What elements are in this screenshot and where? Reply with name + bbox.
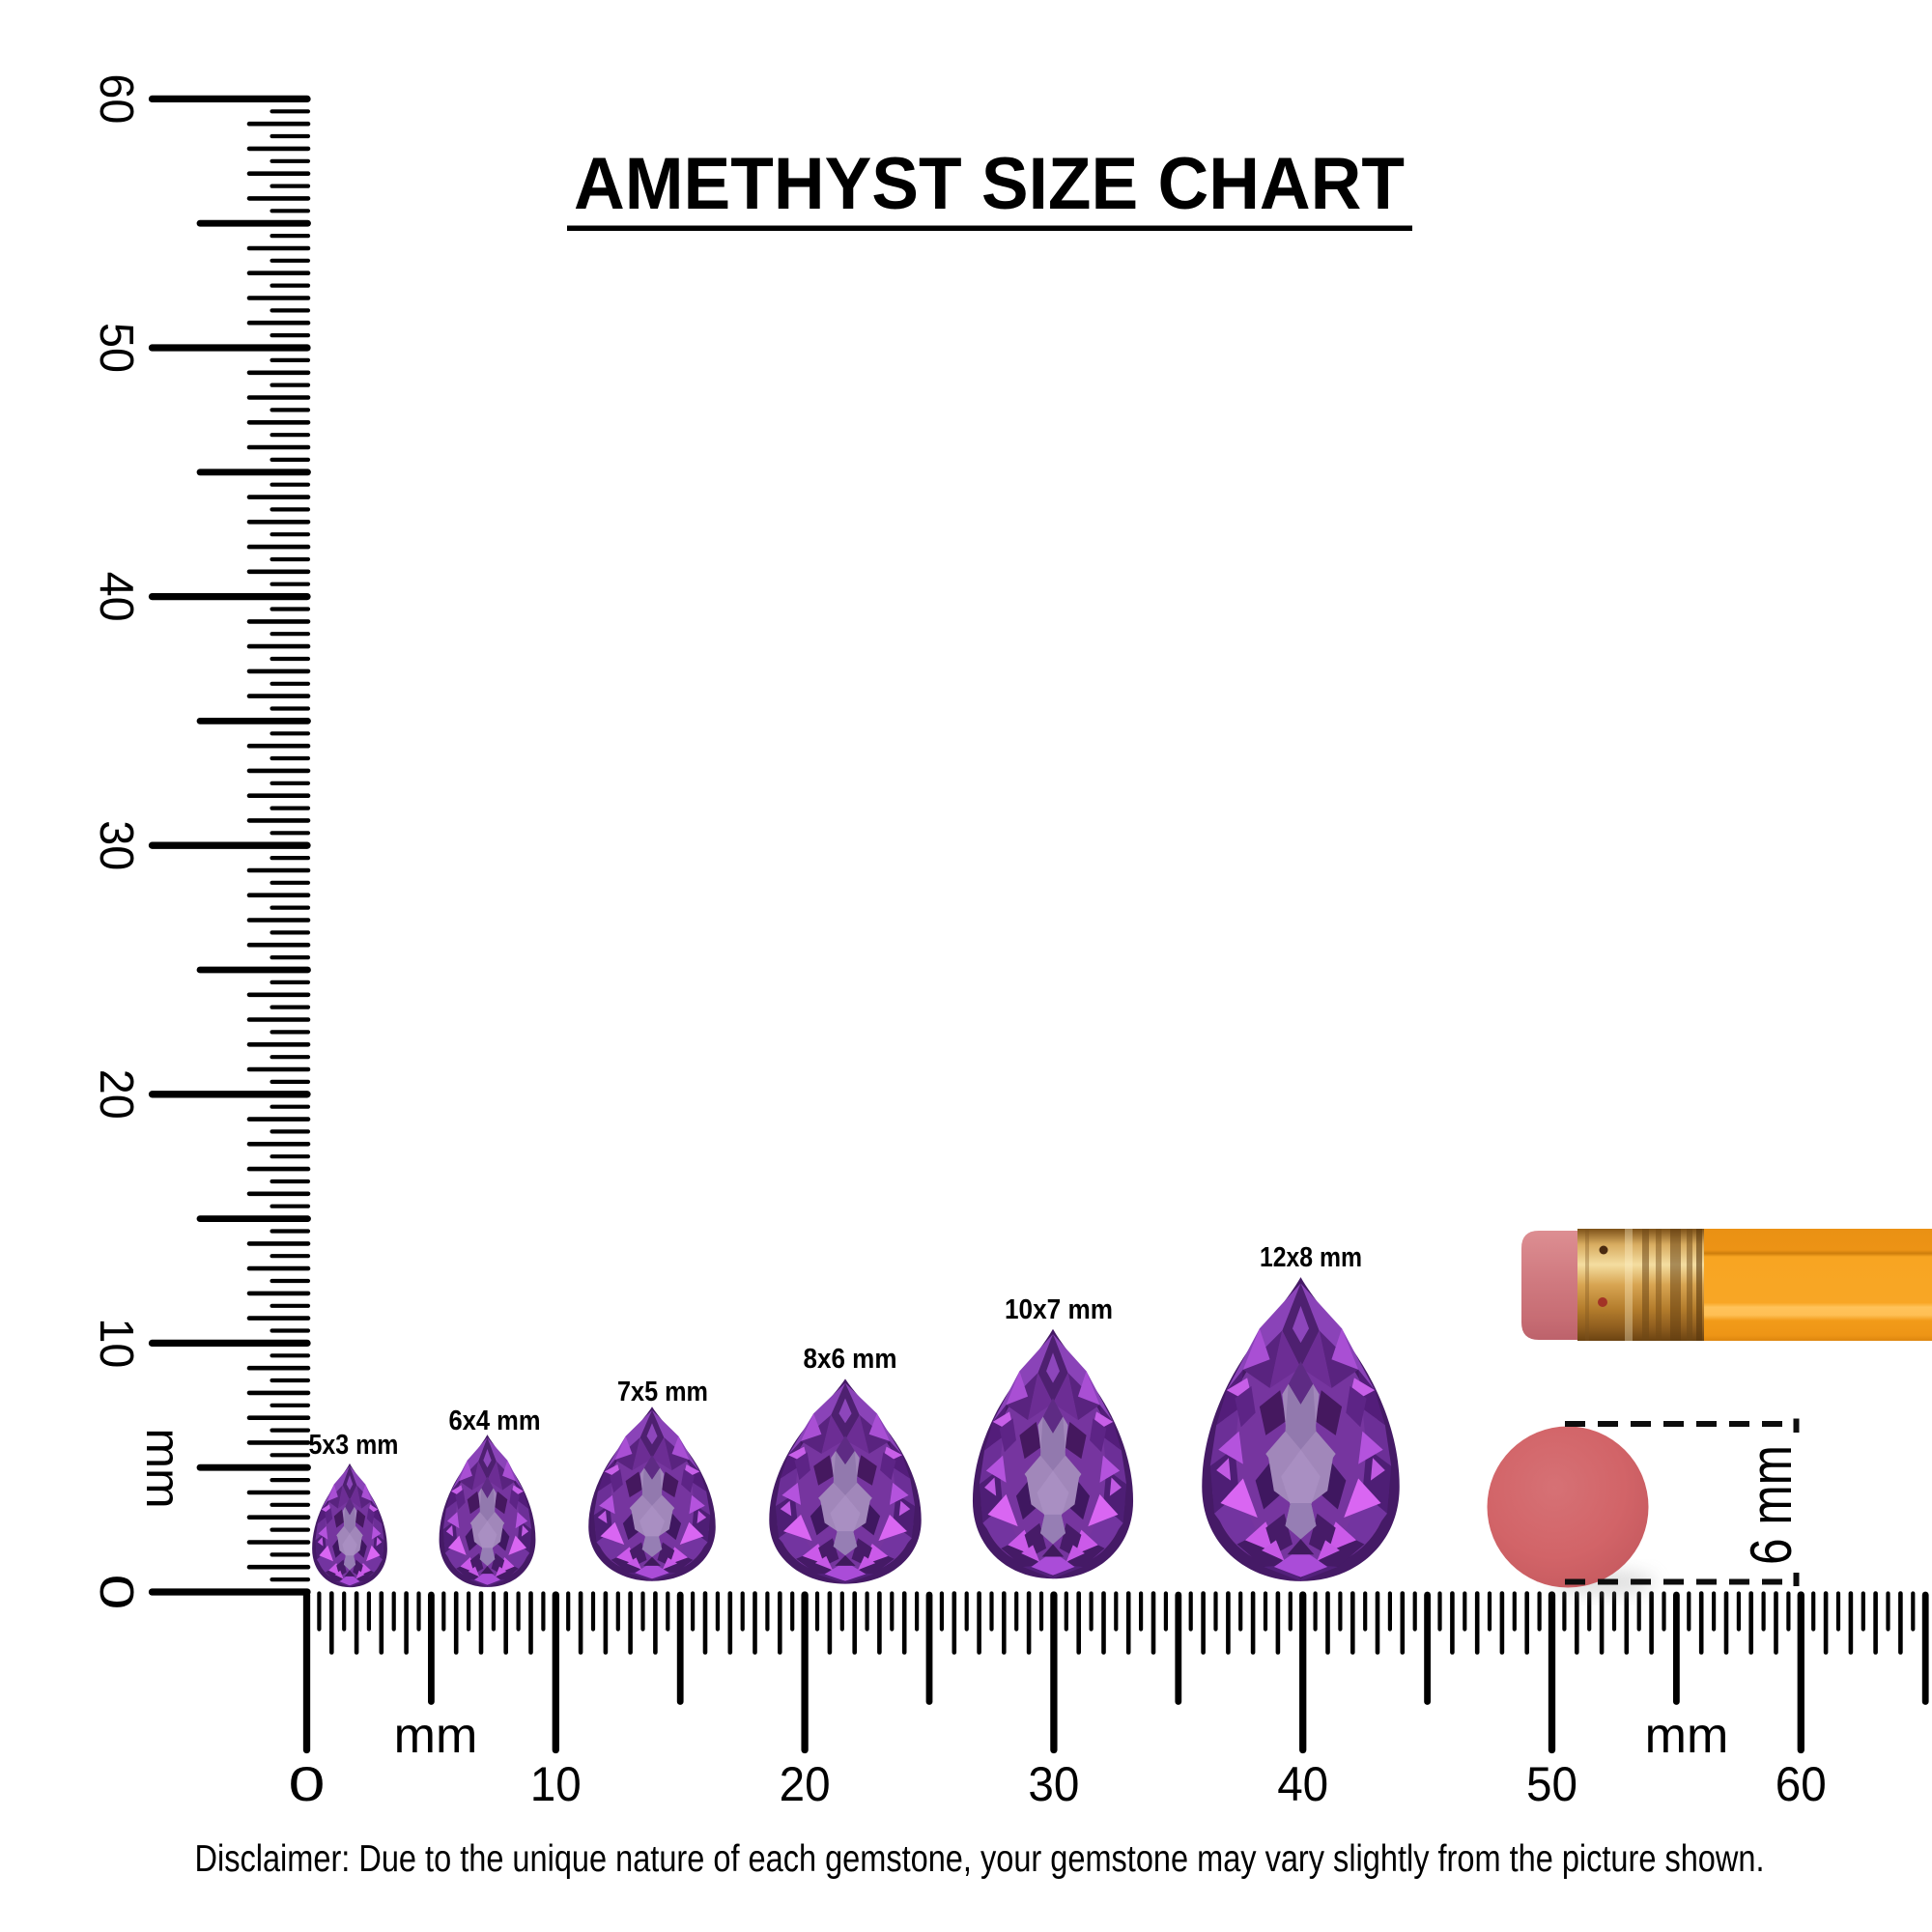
svg-text:0: 0 <box>90 1575 142 1610</box>
svg-text:mm: mm <box>394 1708 478 1764</box>
svg-text:40: 40 <box>1277 1757 1328 1811</box>
svg-text:10: 10 <box>530 1757 582 1811</box>
svg-text:5x3 mm: 5x3 mm <box>309 1430 399 1461</box>
svg-text:mm: mm <box>136 1428 190 1508</box>
svg-text:mm: mm <box>1645 1708 1729 1764</box>
svg-text:12x8 mm: 12x8 mm <box>1260 1242 1362 1273</box>
svg-text:10x7 mm: 10x7 mm <box>1005 1294 1113 1325</box>
svg-text:30: 30 <box>90 820 142 870</box>
svg-text:6 mm: 6 mm <box>1739 1445 1804 1565</box>
svg-text:Disclaimer: Due to the unique: Disclaimer: Due to the unique nature of … <box>195 1838 1765 1880</box>
svg-text:20: 20 <box>90 1069 142 1120</box>
svg-text:7x5 mm: 7x5 mm <box>617 1377 708 1407</box>
svg-text:8x6 mm: 8x6 mm <box>804 1344 897 1375</box>
svg-text:10: 10 <box>90 1318 142 1368</box>
svg-text:60: 60 <box>1776 1757 1827 1811</box>
svg-text:50: 50 <box>1526 1757 1577 1811</box>
svg-text:30: 30 <box>1028 1757 1079 1811</box>
svg-text:50: 50 <box>90 323 142 373</box>
svg-text:0: 0 <box>289 1757 326 1811</box>
svg-text:60: 60 <box>90 73 142 124</box>
svg-text:AMETHYST SIZE CHART: AMETHYST SIZE CHART <box>574 143 1405 225</box>
svg-text:6x4 mm: 6x4 mm <box>449 1406 541 1436</box>
svg-text:40: 40 <box>90 572 142 622</box>
svg-text:20: 20 <box>780 1757 831 1811</box>
